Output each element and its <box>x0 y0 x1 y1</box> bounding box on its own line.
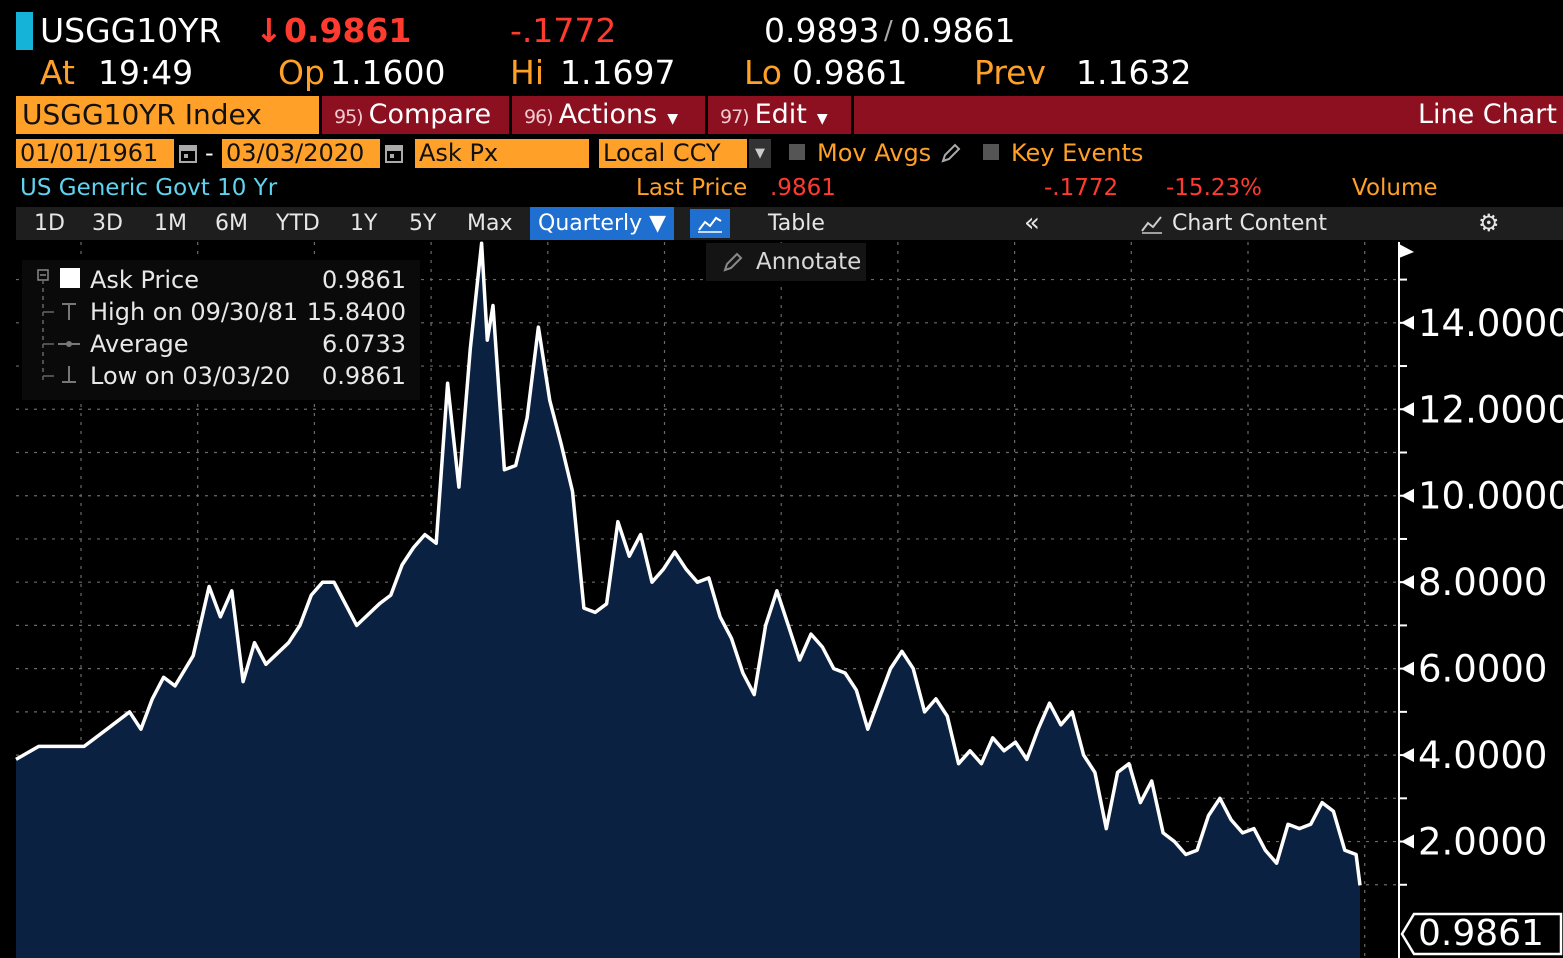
y-tick-marker <box>1401 488 1414 503</box>
security-description: US Generic Govt 10 Yr <box>20 175 278 201</box>
key-events-checkbox[interactable] <box>983 144 999 160</box>
last-price-value: .9861 <box>770 175 836 201</box>
chart-content-icon <box>1141 216 1162 234</box>
open-label: Op <box>278 53 325 92</box>
calendar-icon[interactable] <box>178 142 198 164</box>
tab-1d[interactable]: 1D <box>34 211 65 236</box>
calendar-icon[interactable] <box>384 142 404 164</box>
y-tick-marker <box>1401 834 1414 849</box>
field-selector[interactable]: Ask Px <box>415 139 589 168</box>
currency-dropdown-icon[interactable]: ▼ <box>749 139 771 168</box>
y-tick-label: 14.0000 <box>1418 302 1563 345</box>
chevron-down-icon: ▼ <box>816 111 828 127</box>
chart-type-label: Line Chart <box>1417 99 1557 130</box>
low-label: Lo <box>744 53 782 92</box>
tab-3d[interactable]: 3D <box>92 211 123 236</box>
y-tick-marker <box>1401 748 1414 763</box>
legend-row-average: Average 6.0733 <box>90 330 406 358</box>
y-tick-label: 8.0000 <box>1418 561 1547 604</box>
period-dropdown[interactable]: Quarterly ▼ <box>530 207 675 240</box>
security-color-marker <box>16 12 33 50</box>
tab-6m[interactable]: 6M <box>215 211 248 236</box>
tab-5y[interactable]: 5Y <box>409 211 437 236</box>
volume-label: Volume <box>1352 175 1438 201</box>
ticker: USGG10YR <box>40 11 222 50</box>
actions-menu[interactable]: 96) Actions ▼ <box>524 99 679 130</box>
y-axis: 2.0000 4.0000 6.0000 8.0000 10.0000 12.0000 14… <box>1398 242 1563 958</box>
tab-max[interactable]: Max <box>467 211 513 236</box>
chart-legend: Ask Price 0.9861 High on 09/30/81 15.8400 … <box>22 260 420 400</box>
y-tick-label: 12.0000 <box>1418 388 1563 431</box>
security-index-field[interactable]: USGG10YR Index <box>16 96 319 134</box>
down-arrow-icon: ↓ <box>255 11 283 50</box>
last-price-label: Last Price <box>636 175 748 201</box>
y-tick-marker <box>1401 315 1414 330</box>
low-value: 0.9861 <box>792 53 908 92</box>
last-value-tag <box>1400 912 1563 956</box>
legend-row-ask-price: Ask Price 0.9861 <box>90 266 406 294</box>
percent-change-value: -15.23% <box>1166 175 1262 201</box>
last-value-label: 0.9861 <box>1418 913 1544 954</box>
legend-row-high: High on 09/30/81 15.8400 <box>90 298 406 326</box>
legend-tree-icon <box>37 268 80 383</box>
price-line <box>15 241 1362 886</box>
y-tick-marker <box>1401 402 1414 417</box>
mov-avgs-label: Mov Avgs <box>817 139 932 167</box>
date-range-dash: - <box>205 139 214 167</box>
y-tick-label: 6.0000 <box>1418 648 1547 691</box>
open-value: 1.1600 <box>330 53 446 92</box>
y-tick-marker <box>1401 575 1414 590</box>
tab-1m[interactable]: 1M <box>154 211 187 236</box>
chart-content-button[interactable]: Chart Content <box>1172 211 1327 236</box>
annotate-label: Annotate <box>756 249 862 275</box>
bid-ask-separator: / <box>884 16 893 46</box>
bid-value: 0.9893 <box>764 11 880 50</box>
y-tick-label: 2.0000 <box>1418 821 1547 864</box>
mov-avgs-checkbox[interactable] <box>789 144 805 160</box>
gear-icon[interactable]: ⚙ <box>1478 209 1500 237</box>
last-value: 0.9861 <box>284 11 412 50</box>
y-axis-top-marker <box>1399 244 1414 258</box>
price-area-fill <box>16 243 1360 958</box>
chevron-down-icon: ▼ <box>667 111 679 127</box>
prev-label: Prev <box>974 53 1046 92</box>
pencil-icon[interactable] <box>940 142 962 164</box>
line-chart-toggle[interactable] <box>690 209 730 238</box>
high-label: Hi <box>510 53 544 92</box>
table-tab[interactable]: Table <box>768 211 825 236</box>
end-date-field[interactable]: 03/03/2020 <box>222 139 380 168</box>
high-value: 1.1697 <box>560 53 676 92</box>
at-label: At <box>40 53 75 92</box>
time-value: 19:49 <box>98 53 194 92</box>
compare-menu[interactable]: 95) Compare <box>334 99 492 130</box>
annotate-button[interactable]: Annotate <box>706 243 866 281</box>
legend-row-low: Low on 03/03/20 0.9861 <box>90 362 406 390</box>
edit-menu[interactable]: 97) Edit ▼ <box>720 99 828 130</box>
period-tab-bar <box>16 207 1563 240</box>
prev-value: 1.1632 <box>1076 53 1192 92</box>
key-events-label: Key Events <box>1011 139 1144 167</box>
pencil-icon <box>723 252 743 272</box>
tab-1y[interactable]: 1Y <box>350 211 378 236</box>
y-tick-marker <box>1401 661 1414 676</box>
y-tick-label: 10.0000 <box>1418 475 1563 518</box>
change-value: -.1772 <box>510 11 617 50</box>
start-date-field[interactable]: 01/01/1961 <box>16 139 174 168</box>
ask-value: 0.9861 <box>900 11 1016 50</box>
net-change-value: -.1772 <box>1044 175 1119 201</box>
line-chart-icon <box>698 216 722 233</box>
tab-ytd[interactable]: YTD <box>276 211 320 236</box>
y-tick-label: 4.0000 <box>1418 734 1547 777</box>
currency-selector[interactable]: Local CCY <box>599 139 747 168</box>
collapse-icon[interactable]: « <box>1024 208 1040 238</box>
